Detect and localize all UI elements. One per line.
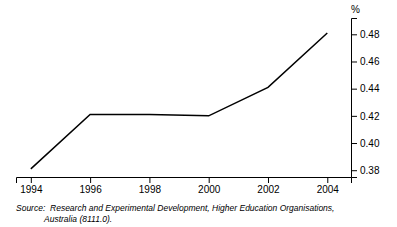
x-axis: 1994 1996 1998 2000 2002 2004 (17, 177, 352, 195)
y-tick-label: 0.42 (360, 111, 380, 122)
y-tick-mark (351, 89, 357, 90)
x-tick-mark (327, 177, 328, 183)
x-tick-label: 1994 (20, 184, 43, 195)
y-axis: 0.38 0.40 0.42 0.44 0.46 0.48 (351, 19, 380, 178)
y-axis-line (352, 19, 358, 178)
y-tick-mark (351, 61, 357, 62)
x-tick-label: 2002 (257, 184, 280, 195)
x-tick-label: 2000 (198, 184, 221, 195)
y-tick: 0.48 (351, 29, 380, 40)
x-tick: 2004 (317, 177, 340, 195)
y-tick: 0.46 (351, 56, 380, 67)
x-tick-mark (149, 177, 150, 183)
x-tick-label: 1996 (79, 184, 102, 195)
x-tick-mark (31, 177, 32, 183)
x-tick: 1994 (20, 177, 43, 195)
x-tick: 1996 (79, 177, 102, 195)
y-tick: 0.38 (351, 165, 380, 176)
y-tick-label: 0.46 (360, 56, 380, 67)
data-line (31, 33, 327, 169)
x-tick: 2000 (198, 177, 221, 195)
y-tick-mark (351, 116, 357, 117)
x-axis-line (17, 178, 352, 184)
x-tick: 1998 (139, 177, 162, 195)
y-tick-label: 0.38 (360, 165, 380, 176)
y-tick-mark (351, 143, 357, 144)
x-tick-label: 1998 (139, 184, 162, 195)
x-tick-mark (90, 177, 91, 183)
y-tick-label: 0.44 (360, 83, 380, 94)
chart: 1994 1996 1998 2000 2002 2004 0.38 0.40 0.42 0.44… (0, 0, 397, 227)
y-tick: 0.40 (351, 138, 380, 149)
y-tick-label: 0.48 (360, 29, 380, 40)
x-tick: 2002 (257, 177, 280, 195)
y-tick-mark (351, 170, 357, 171)
x-tick-mark (209, 177, 210, 183)
y-tick-label: 0.40 (360, 138, 380, 149)
x-tick-label: 2004 (317, 184, 340, 195)
x-tick-mark (268, 177, 269, 183)
source-note: Australia (8111.0). (16, 214, 112, 224)
source-note: Source: Research and Experimental Develo… (16, 203, 334, 213)
y-axis-label: % (351, 4, 360, 15)
plot-area (31, 33, 327, 169)
y-tick: 0.44 (351, 83, 380, 94)
y-tick: 0.42 (351, 111, 380, 122)
y-tick-mark (351, 34, 357, 35)
